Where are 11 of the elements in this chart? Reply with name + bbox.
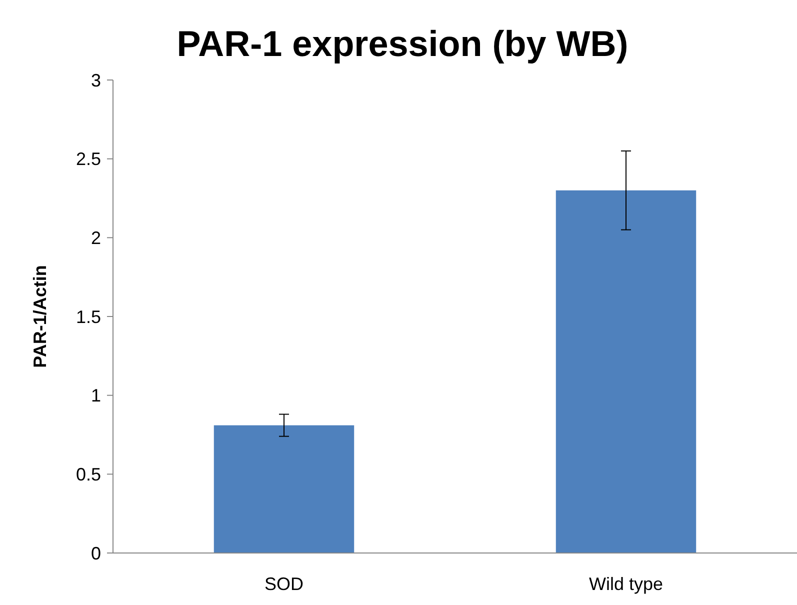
y-tick-label: 1.5 <box>76 306 101 327</box>
y-tick-label: 0 <box>90 543 101 564</box>
y-tick-label: 3 <box>90 70 101 90</box>
y-tick-label: 2.5 <box>76 149 101 170</box>
y-axis-title: PAR-1/Actin <box>30 265 50 368</box>
y-tick-label: 1 <box>90 386 101 406</box>
x-tick-label: SOD <box>264 574 304 594</box>
x-tick-label: Wild type <box>588 574 664 594</box>
chart-title: PAR-1 expression (by WB) <box>176 23 628 64</box>
y-tick-label: 2 <box>90 228 101 248</box>
y-tick-label: 0.5 <box>76 464 101 484</box>
